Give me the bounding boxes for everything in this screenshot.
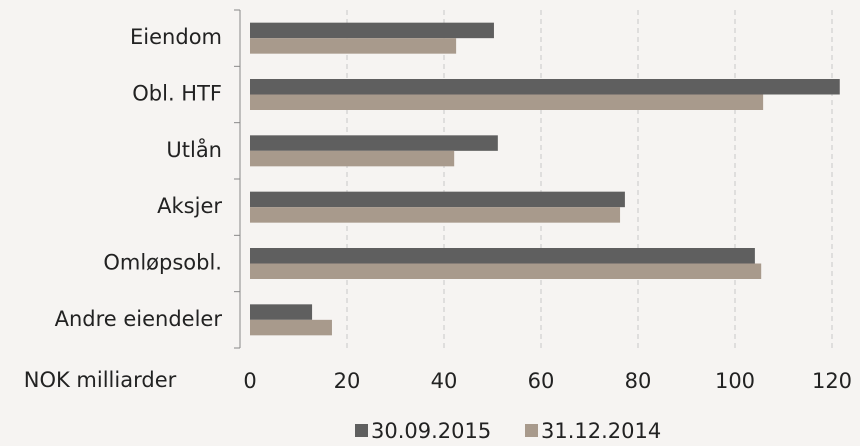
bar xyxy=(250,94,764,110)
bar xyxy=(250,248,755,264)
bar xyxy=(250,191,625,208)
x-tick-label: 20 xyxy=(334,369,361,393)
bar xyxy=(250,207,621,223)
x-tick-label: 0 xyxy=(243,369,256,393)
bar xyxy=(250,79,840,95)
bar xyxy=(250,135,498,151)
bar xyxy=(250,22,494,39)
y-tick-label: Eiendom xyxy=(130,25,222,49)
y-tick-label: Utlån xyxy=(166,137,222,162)
x-tick-label: 40 xyxy=(431,369,458,393)
x-tick-label: 100 xyxy=(715,369,755,393)
x-tick-label: 80 xyxy=(625,369,652,393)
y-tick-label: Andre eiendeler xyxy=(55,307,223,331)
x-tick-label: 60 xyxy=(528,369,555,393)
legend-label: 30.09.2015 xyxy=(371,419,491,443)
x-axis-label: NOK milliarder xyxy=(23,368,177,392)
x-tick-label: 120 xyxy=(812,369,852,393)
y-tick-label: Aksjer xyxy=(157,194,222,218)
bar xyxy=(250,263,762,279)
legend-swatch xyxy=(525,424,538,437)
y-tick-label: Omløpsobl. xyxy=(103,251,222,275)
bar xyxy=(250,38,457,54)
legend-label: 31.12.2014 xyxy=(541,419,661,443)
bar xyxy=(250,150,455,167)
bar xyxy=(250,304,313,320)
legend-swatch xyxy=(355,424,368,437)
y-tick-label: Obl. HTF xyxy=(132,82,222,106)
bar xyxy=(250,319,332,336)
